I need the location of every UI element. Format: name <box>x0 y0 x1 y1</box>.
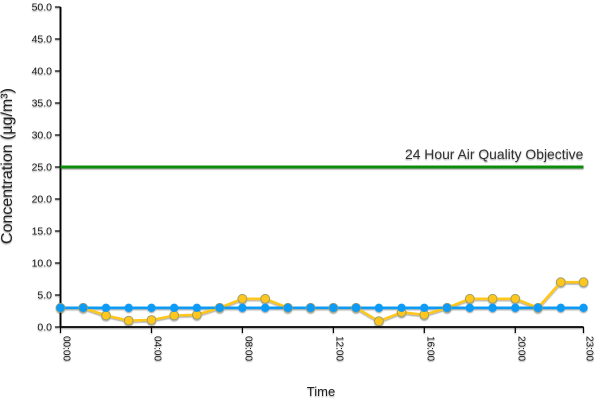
svg-text:20.0: 20.0 <box>32 194 53 206</box>
svg-text:24 Hour Air Quality Objective: 24 Hour Air Quality Objective <box>405 146 584 162</box>
svg-text:45.0: 45.0 <box>32 34 53 46</box>
svg-text:30.0: 30.0 <box>32 130 53 142</box>
svg-text:12:00: 12:00 <box>333 336 344 361</box>
svg-text:25.0: 25.0 <box>32 162 53 174</box>
svg-text:Time: Time <box>307 384 335 399</box>
svg-text:50.0: 50.0 <box>32 2 53 14</box>
svg-text:08:00: 08:00 <box>242 336 253 361</box>
svg-text:04:00: 04:00 <box>152 336 163 361</box>
svg-text:00:00: 00:00 <box>61 336 72 361</box>
svg-text:35.0: 35.0 <box>32 98 53 110</box>
svg-text:40.0: 40.0 <box>32 66 53 78</box>
svg-text:0.0: 0.0 <box>37 322 52 334</box>
svg-text:20:00: 20:00 <box>515 336 526 361</box>
svg-text:16:00: 16:00 <box>424 336 435 361</box>
svg-text:23:00: 23:00 <box>584 336 595 361</box>
svg-text:15.0: 15.0 <box>32 226 53 238</box>
svg-text:Concentration (µg/m³): Concentration (µg/m³) <box>0 88 16 244</box>
svg-text:5.0: 5.0 <box>37 290 52 302</box>
svg-text:10.0: 10.0 <box>32 258 53 270</box>
